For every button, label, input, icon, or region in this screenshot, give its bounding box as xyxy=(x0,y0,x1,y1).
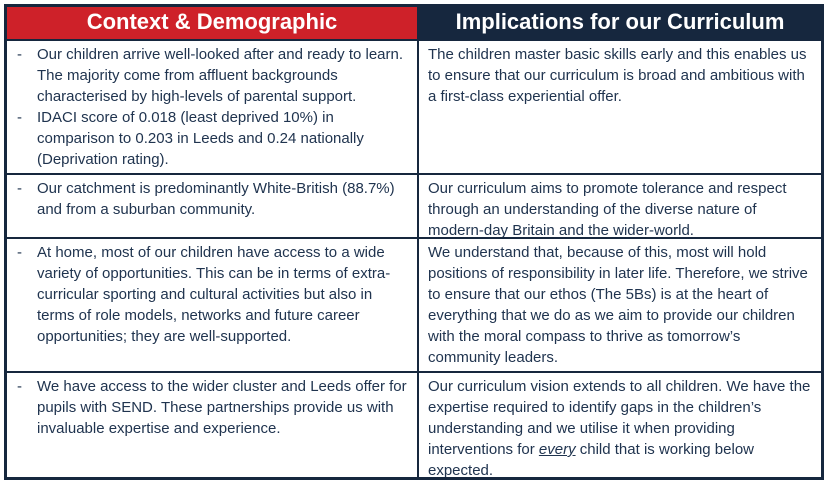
table-cell-context-row3: - At home, most of our children have acc… xyxy=(7,237,417,371)
implication-text-before: Our curriculum vision extends to all chi… xyxy=(428,378,811,458)
table-cell-implication-row3: We understand that, because of this, mos… xyxy=(417,237,821,371)
table-cell-implication-row4: Our curriculum vision extends to all chi… xyxy=(417,371,821,477)
implication-text-after: child that is working below expected. xyxy=(428,441,754,477)
list-item-text: Our catchment is predominantly White-Bri… xyxy=(37,180,395,218)
dash-bullet: - xyxy=(17,180,22,197)
list-item-text: We have access to the wider cluster and … xyxy=(37,378,407,437)
context-implications-table: Context & Demographic Implications for o… xyxy=(4,4,824,480)
list-item: - Our children arrive well-looked after … xyxy=(13,44,409,107)
table-cell-context-row2: - Our catchment is predominantly White-B… xyxy=(7,173,417,237)
list-item: - We have access to the wider cluster an… xyxy=(13,376,409,439)
dash-bullet: - xyxy=(17,244,22,261)
table-cell-context-row1: - Our children arrive well-looked after … xyxy=(7,39,417,173)
header-context-demographic: Context & Demographic xyxy=(7,7,417,39)
table-cell-implication-row1: The children master basic skills early a… xyxy=(417,39,821,173)
list-item-text: Our children arrive well-looked after an… xyxy=(37,46,404,105)
implication-text-emphasis: every xyxy=(538,441,576,458)
list-item-text: At home, most of our children have acces… xyxy=(37,244,391,345)
dash-bullet: - xyxy=(17,46,22,63)
list-item: - At home, most of our children have acc… xyxy=(13,242,409,347)
table-cell-context-row4: - We have access to the wider cluster an… xyxy=(7,371,417,477)
dash-bullet: - xyxy=(17,378,22,395)
list-item-text: IDACI score of 0.018 (least deprived 10%… xyxy=(37,109,364,168)
header-implications-curriculum: Implications for our Curriculum xyxy=(417,7,821,39)
list-item: - Our catchment is predominantly White-B… xyxy=(13,178,409,220)
list-item: - IDACI score of 0.018 (least deprived 1… xyxy=(13,107,409,170)
dash-bullet: - xyxy=(17,109,22,126)
table-cell-implication-row2: Our curriculum aims to promote tolerance… xyxy=(417,173,821,237)
